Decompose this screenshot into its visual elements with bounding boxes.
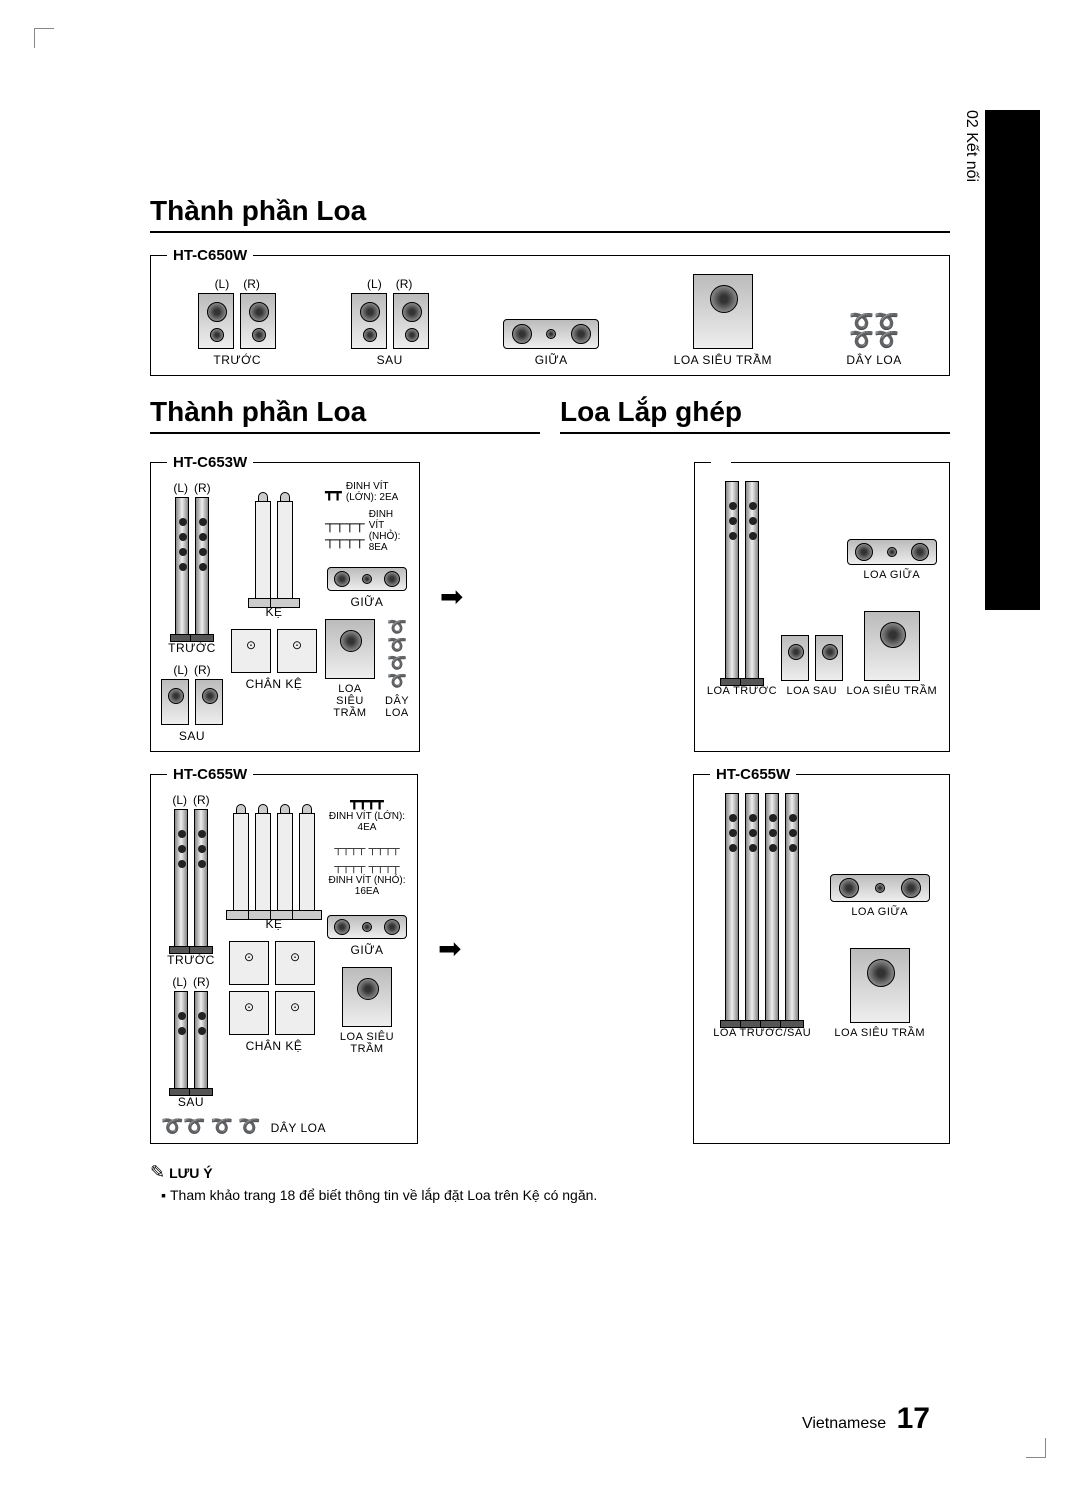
front-tall-r: [195, 497, 209, 637]
asm-front-r: [745, 481, 759, 681]
standbase-r: [277, 629, 317, 673]
asm3-b: [745, 793, 759, 1023]
footer-page-number: 17: [897, 1402, 930, 1435]
asm3-d: [785, 793, 799, 1023]
rear-speaker-r2: [195, 679, 223, 725]
cable-icon-3: ➰➰ ➰ ➰: [161, 1117, 261, 1135]
center-speaker: [503, 319, 599, 349]
rear-speaker-l2: [161, 679, 189, 725]
model-legend-1: HT-C650W: [167, 247, 253, 264]
stand-r3b: [299, 813, 315, 913]
front-speaker-r: [240, 293, 276, 349]
model-box-3: HT-C655W (L)(R) TRƯỚC (L)(R) SAU: [150, 766, 418, 1144]
rear-speaker-l: [351, 293, 387, 349]
model-legend-4: HT-C655W: [710, 766, 796, 783]
asm-sub: [864, 611, 920, 681]
model-legend-2: HT-C653W: [167, 454, 253, 471]
front-tall-l: [175, 497, 189, 637]
page-footer: Vietnamese 17: [802, 1402, 930, 1436]
asm3-c: [765, 793, 779, 1023]
model-legend-3: HT-C655W: [167, 766, 253, 783]
rear-tall-l3: [174, 991, 188, 1091]
front-tall-l3: [174, 809, 188, 949]
note-block: ✎LƯU Ý Tham khảo trang 18 để biết thông …: [150, 1162, 950, 1203]
cable-icon: ➰➰➰➰: [849, 313, 899, 349]
side-tab-label: 02 Kết nối: [962, 110, 980, 182]
asm-rear-l: [781, 635, 809, 681]
asm-front-l: [725, 481, 739, 681]
asm-rear-r: [815, 635, 843, 681]
arrow-icon: ➡: [440, 580, 463, 613]
center-speaker-3: [327, 915, 407, 939]
standbase-c: [229, 991, 269, 1035]
footer-lang: Vietnamese: [802, 1415, 886, 1432]
asm3-sub: [850, 948, 910, 1023]
subwoofer-3: [342, 967, 392, 1027]
note-title: LƯU Ý: [169, 1165, 213, 1181]
model-box-1: HT-C650W (L)(R) TRƯỚC (L)(R) SAU: [150, 247, 950, 376]
subwoofer-2: [325, 619, 375, 679]
thumb-index-bar: [985, 110, 1040, 610]
model-box-2: HT-C653W (L)(R) TRƯỚC (L)(R) SAU: [150, 454, 420, 752]
assembled-box-2: x LOA TRƯỚC LOA SAU: [694, 454, 950, 752]
standbase-l: [231, 629, 271, 673]
stand-l3b: [277, 813, 293, 913]
section-title-1: Thành phần Loa: [150, 195, 950, 233]
stand-r: [277, 501, 293, 601]
rear-speaker-r: [393, 293, 429, 349]
rear-tall-r3: [194, 991, 208, 1091]
cable-icon-2: ➰➰➰➰: [387, 619, 407, 691]
stand-l: [255, 501, 271, 601]
assembled-box-3: HT-C655W LOA TRƯỚC/SAU LOA GIỮA: [693, 766, 950, 1144]
stand-r3: [255, 813, 271, 913]
asm3-a: [725, 793, 739, 1023]
section-title-2: Thành phần Loa: [150, 396, 540, 434]
note-text: Tham khảo trang 18 để biết thông tin về …: [170, 1187, 950, 1203]
standbase-a: [229, 941, 269, 985]
front-speaker-l: [198, 293, 234, 349]
subwoofer: [693, 274, 753, 349]
note-icon: ✎: [150, 1162, 165, 1182]
center-speaker-2: [327, 567, 407, 591]
asm-center: [847, 539, 937, 565]
standbase-d: [275, 991, 315, 1035]
section-title-3: Loa Lắp ghép: [560, 396, 950, 434]
standbase-b: [275, 941, 315, 985]
arrow-icon-2: ➡: [438, 932, 461, 965]
asm3-center: [830, 874, 930, 902]
front-tall-r3: [194, 809, 208, 949]
stand-l3: [233, 813, 249, 913]
